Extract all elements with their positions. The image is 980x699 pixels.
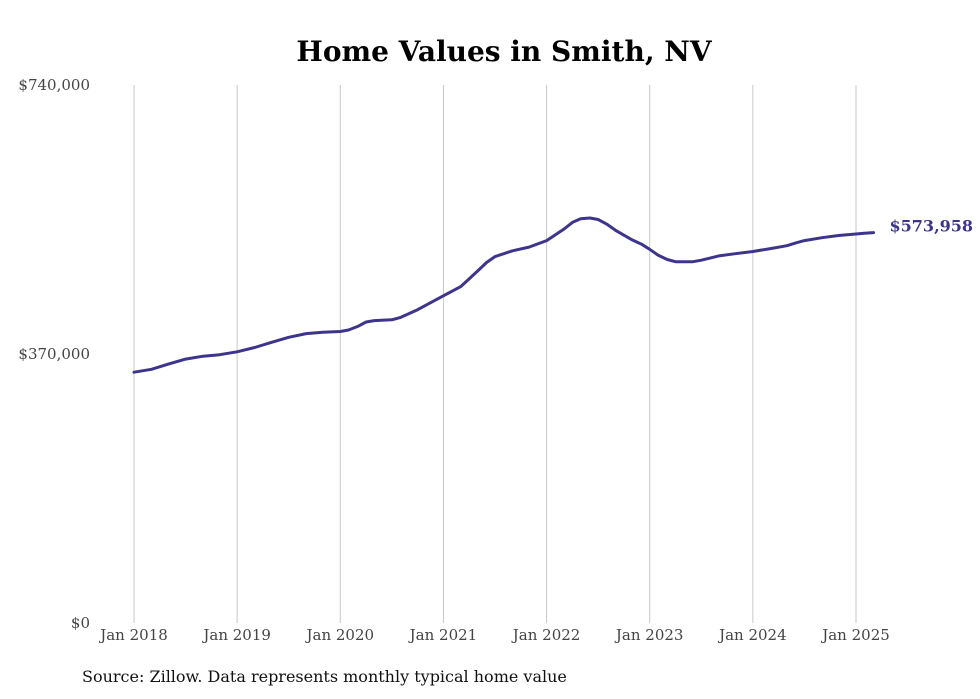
source-note: Source: Zillow. Data represents monthly … [82, 667, 567, 686]
end-labels: $573,958 [890, 217, 974, 236]
x-tick-label: Jan 2018 [98, 626, 168, 644]
series-lines [132, 216, 875, 374]
x-tick-label: Jan 2023 [614, 626, 684, 644]
x-tick-label: Jan 2024 [717, 626, 787, 644]
y-tick-label: $0 [71, 614, 90, 632]
y-tick-label: $740,000 [18, 76, 90, 94]
x-tick-label: Jan 2022 [511, 626, 581, 644]
x-axis: Jan 2018 Jan 2019 Jan 2020 Jan 2021 Jan 2022… [98, 626, 890, 644]
y-axis: $0 $370,000 $740,000 [18, 76, 90, 632]
x-tick-label: Jan 2025 [820, 626, 890, 644]
end-value-label: $573,958 [890, 217, 974, 236]
y-tick-label: $370,000 [18, 345, 90, 363]
x-tick-label: Jan 2021 [408, 626, 478, 644]
gridlines [133, 85, 857, 623]
x-tick-label: Jan 2019 [201, 626, 271, 644]
series-line-0 [132, 216, 875, 374]
x-tick-label: Jan 2020 [305, 626, 375, 644]
chart-title: Home Values in Smith, NV [296, 35, 713, 68]
